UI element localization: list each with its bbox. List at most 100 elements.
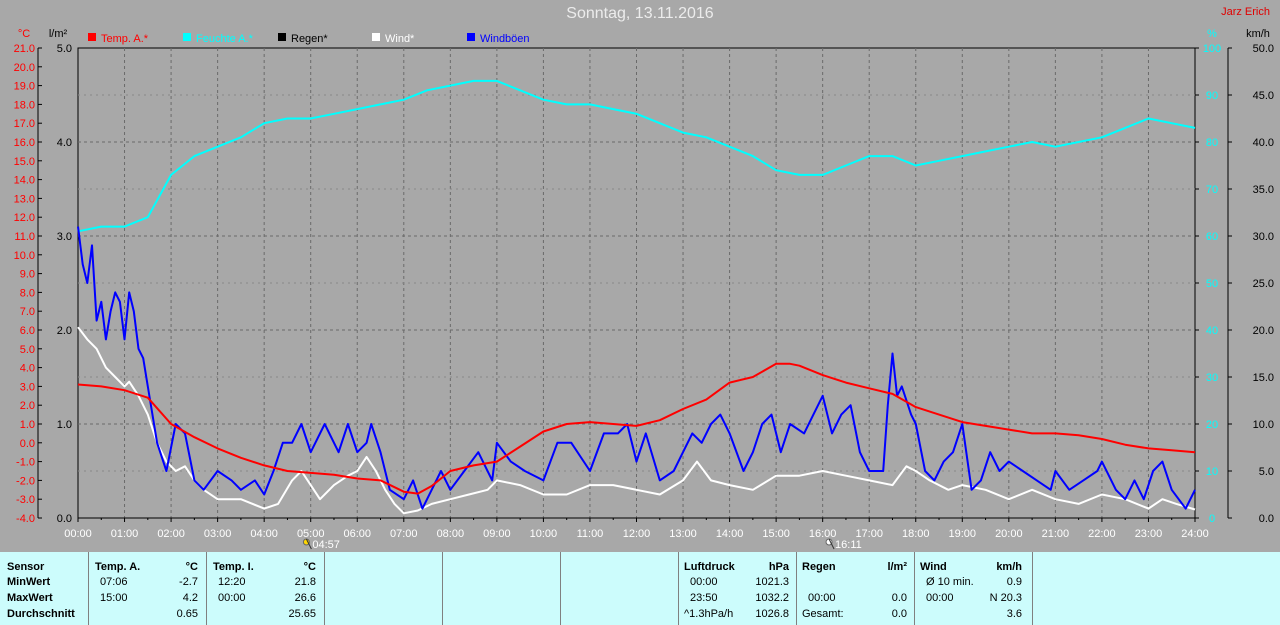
x-tick-label: 23:00 [1135,528,1163,540]
hum-unit-label: % [1207,28,1217,40]
hum-tick-label: 40 [1206,325,1218,337]
weather-chart: 00:00 01:00 02:00 03:00 04:00 05:00 06:00 07:00… [14,28,1274,551]
header-pressure-unit: hPa [768,561,789,573]
wind-value: 3.6 [1006,608,1022,620]
pressure-trend: ^1.3hPa/h [684,608,734,620]
wind-tick-label: 10.0 [1253,419,1274,431]
x-tick-label: 15:00 [762,528,790,540]
hum-tick-label: 60 [1206,231,1218,243]
temp-tick-label: 10.0 [14,250,35,262]
temp-a-value: 4.2 [182,592,198,604]
temp-a-value: -2.7 [179,576,198,588]
wind-tick-label: 30.0 [1253,231,1274,243]
wind-tick-label: 5.0 [1259,466,1274,478]
temp-tick-label: 18.0 [14,99,35,111]
axis-ticks: 00:00 01:00 02:00 03:00 04:00 05:00 06:00 07:00… [14,28,1274,540]
legend-swatch [88,33,96,41]
legend: Temp. A.* Feuchte A.* Regen* Wind* Windböen [88,33,530,45]
sunset-time-label: 16:11 [835,539,862,551]
temp-a-time: 15:00 [100,592,128,604]
grid [78,48,1195,518]
wind-tick-label: 20.0 [1253,325,1274,337]
temp-tick-label: 14.0 [14,175,35,187]
temp-tick-label: 9.0 [20,269,35,281]
divider [88,552,89,625]
temp-i-time: 00:00 [218,592,246,604]
temp-i-value: 25.65 [288,608,316,620]
header-wind: Wind [920,561,947,573]
x-tick-label: 16:00 [809,528,837,540]
wind-time: 00:00 [926,592,954,604]
header-temp-a: Temp. A. [95,561,141,573]
temp-tick-label: 3.0 [20,381,35,393]
temp-tick-label: 2.0 [20,400,35,412]
pressure-time: 00:00 [690,576,718,588]
wind-unit-label: km/h [1246,28,1270,40]
x-tick-label: 04:00 [250,528,278,540]
divider [796,552,797,625]
x-tick-label: 06:00 [343,528,371,540]
hum-tick-label: 0 [1209,513,1215,525]
legend-swatch [183,33,191,41]
wind-tick-label: 0.0 [1259,513,1274,525]
header-sensor: Sensor [7,561,45,573]
wind-tick-label: 25.0 [1253,278,1274,290]
temp-tick-label: 8.0 [20,287,35,299]
row-label: Durchschnitt [7,608,75,620]
legend-swatch [372,33,380,41]
wind-value: N 20.3 [989,592,1022,604]
rain-value: 0.0 [891,592,907,604]
sun-markers: 04:57 16:11 [302,538,862,551]
temp-tick-label: 17.0 [14,118,35,130]
x-tick-label: 07:00 [390,528,418,540]
temp-tick-label: 6.0 [20,325,35,337]
x-tick-label: 00:00 [64,528,92,540]
divider [914,552,915,625]
temp-i-value: 21.8 [294,576,316,588]
divider [206,552,207,625]
temp-a-value: 0.65 [176,608,198,620]
x-tick-label: 13:00 [669,528,697,540]
series-line [77,79,1196,233]
header-rain: Regen [802,561,836,573]
series-lines [77,79,1196,519]
hum-tick-label: 100 [1203,43,1221,55]
summary-panel: Sensor Temp. A. °C Temp. I. °C Luftdruck… [0,552,1280,625]
rain-tick-label: 1.0 [57,419,72,431]
x-tick-label: 05:00 [297,528,325,540]
wind-value: 0.9 [1006,576,1022,588]
hum-tick-label: 70 [1206,184,1218,196]
divider [324,552,325,625]
temp-tick-label: 13.0 [14,193,35,205]
x-tick-label: 02:00 [157,528,185,540]
rain-tick-label: 5.0 [57,43,72,55]
x-tick-label: 17:00 [855,528,883,540]
legend-swatch [278,33,286,41]
x-tick-label: 03:00 [204,528,232,540]
hum-tick-label: 50 [1206,278,1218,290]
chart-title: Sonntag, 13.11.2016 [566,5,714,22]
series-line [77,362,1196,495]
rain-tick-label: 0.0 [57,513,72,525]
wind-tick-label: 50.0 [1253,43,1274,55]
temp-tick-label: 1.0 [20,419,35,431]
temp-unit-label: °C [18,28,30,40]
rain-tick-label: 4.0 [57,137,72,149]
x-tick-label: 24:00 [1181,528,1209,540]
temp-tick-label: -4.0 [16,513,35,525]
pressure-value: 1032.2 [755,592,789,604]
temp-tick-label: -2.0 [16,475,35,487]
wind-tick-label: 35.0 [1253,184,1274,196]
x-tick-label: 01:00 [111,528,139,540]
temp-tick-label: 12.0 [14,212,35,224]
header-temp-a-unit: °C [185,561,198,573]
sunset-arrow-icon [828,538,835,550]
temp-tick-label: 15.0 [14,156,35,168]
x-tick-label: 09:00 [483,528,511,540]
rain-unit-label: l/m² [49,28,68,40]
x-tick-label: 19:00 [949,528,977,540]
sunrise-arrow-icon [305,538,312,550]
temp-tick-label: 16.0 [14,137,35,149]
rain-value: 0.0 [891,608,907,620]
pressure-value: 1026.8 [755,608,789,620]
